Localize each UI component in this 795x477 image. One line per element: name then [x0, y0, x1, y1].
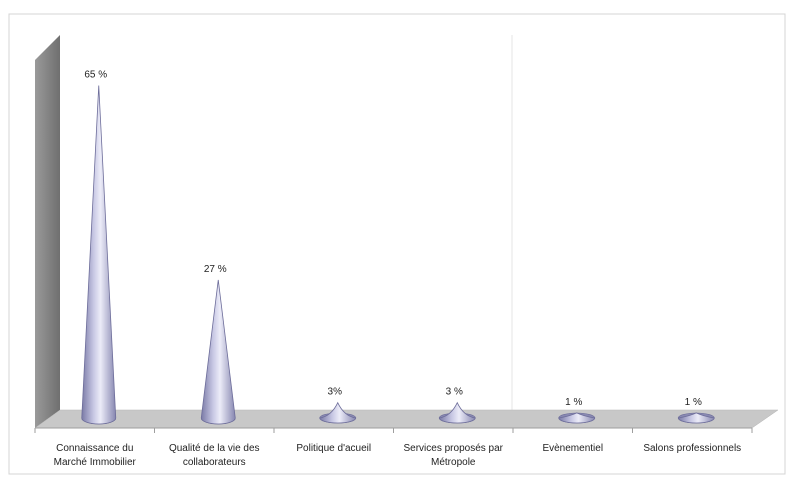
value-labels: 65 % 27 % 3% 3 % 1 % 1 % [84, 70, 702, 408]
cone-bar [200, 279, 236, 425]
cone-bar [81, 85, 117, 425]
category-label: Métropole [431, 457, 476, 468]
cone-body [81, 85, 117, 425]
category-labels: Connaissance du Marché Immobilier Qualité … [54, 443, 742, 468]
data-label: 1 % [565, 397, 582, 408]
side-wall [35, 35, 60, 428]
data-label: 3% [328, 387, 343, 398]
category-label: Salons professionnels [643, 443, 741, 454]
cone-body [677, 412, 715, 424]
category-label: Qualité de la vie des [169, 443, 260, 454]
cone-series [81, 85, 715, 425]
cone-body [200, 279, 236, 425]
category-label: Connaissance du [56, 443, 133, 454]
data-label: 1 % [685, 397, 702, 408]
cone-body [558, 412, 596, 424]
category-label: Marché Immobilier [54, 457, 137, 468]
cone-bar [438, 401, 476, 424]
category-label: Services proposés par [404, 443, 504, 454]
cone-bar [677, 412, 715, 424]
cone-bar [319, 401, 357, 424]
floor [34, 409, 779, 429]
data-label: 3 % [446, 387, 463, 398]
category-label: collaborateurs [183, 457, 246, 468]
category-label: Evènementiel [542, 443, 603, 454]
back-wall [60, 35, 778, 410]
data-label: 65 % [84, 70, 107, 81]
data-label: 27 % [204, 264, 227, 275]
cone-body [319, 401, 357, 424]
cone-bar [558, 412, 596, 424]
category-label: Politique d'acueil [296, 443, 371, 454]
cone-body [438, 401, 476, 424]
category-ticks [34, 428, 753, 433]
